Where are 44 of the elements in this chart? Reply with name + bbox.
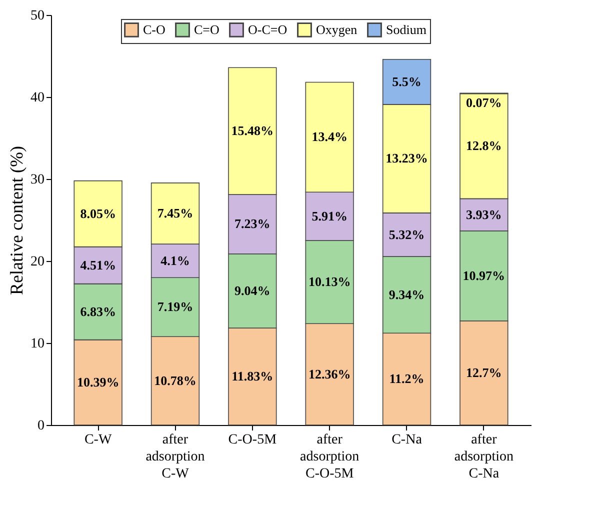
data-label: 3.93% xyxy=(466,206,502,222)
data-label: 10.39% xyxy=(76,374,120,390)
data-label: 7.23% xyxy=(234,216,270,232)
data-label: 0.07% xyxy=(466,95,502,110)
x-tick-label: after adsorption C-Na xyxy=(454,432,514,482)
data-label: 13.23% xyxy=(386,150,428,166)
x-tick-label: C-O-5M xyxy=(228,432,278,448)
data-label: 12.36% xyxy=(308,366,351,382)
data-label: 5.32% xyxy=(388,226,425,242)
data-label: 7.45% xyxy=(157,205,194,220)
x-tick-label: after adsorption C-W xyxy=(146,432,205,482)
data-label: 10.13% xyxy=(308,274,351,290)
y-tick-label: 20 xyxy=(30,254,44,270)
y-tick-label: 50 xyxy=(30,8,44,24)
legend-label: Oxygen xyxy=(316,22,358,37)
data-label: 4.51% xyxy=(80,257,116,272)
data-label: 9.34% xyxy=(388,286,425,302)
data-label: 15.48% xyxy=(231,123,274,138)
legend-label: C=O xyxy=(194,22,220,37)
y-tick-label: 30 xyxy=(30,172,44,188)
legend-label: C-O xyxy=(143,22,166,37)
data-label: 10.78% xyxy=(154,372,196,388)
x-tick-label: C-W xyxy=(84,432,112,448)
data-label: 5.5% xyxy=(392,74,422,89)
data-label: 11.83% xyxy=(232,368,274,384)
y-tick-label: 10 xyxy=(30,336,44,352)
data-label: 4.1% xyxy=(160,252,190,268)
legend-label: Sodium xyxy=(386,22,426,37)
y-axis-title: Relative content (%) xyxy=(6,146,26,295)
data-label: 7.19% xyxy=(157,299,194,314)
x-tick-label: after adsorption C-O-5M xyxy=(300,432,360,482)
y-tick-label: 0 xyxy=(38,418,44,434)
data-label: 12.8% xyxy=(466,138,502,154)
data-label: 10.97% xyxy=(462,268,506,283)
data-label: 5.91% xyxy=(312,208,348,224)
data-label: 6.83% xyxy=(80,304,116,319)
data-label: 9.04% xyxy=(234,282,270,298)
data-label: 12.7% xyxy=(466,364,502,380)
data-label: 8.05% xyxy=(80,206,116,221)
legend-label: O-C=O xyxy=(248,22,288,37)
y-tick-label: 40 xyxy=(30,90,44,106)
data-label: 13.4% xyxy=(312,129,348,144)
x-tick-label: C-Na xyxy=(392,432,423,448)
data-label: 11.2% xyxy=(389,371,424,386)
